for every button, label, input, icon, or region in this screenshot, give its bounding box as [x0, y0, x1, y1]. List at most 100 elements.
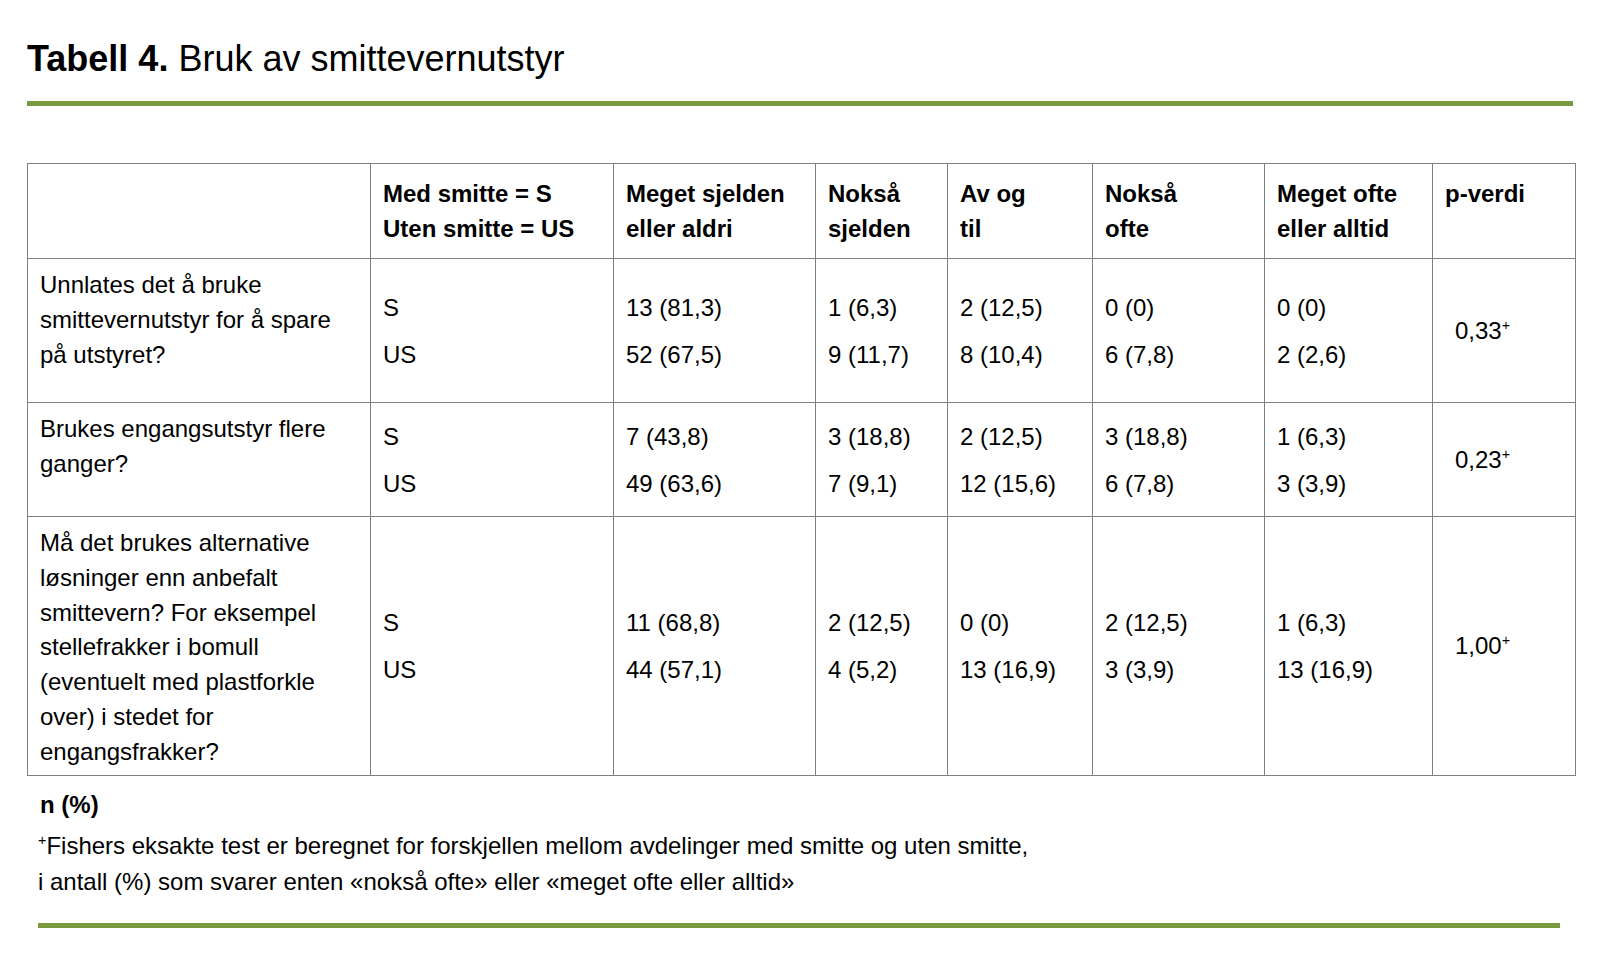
table-row: Må det brukes alternative løsninger enn … — [28, 517, 1576, 776]
header-line: Med smitte = S — [383, 180, 552, 207]
p-value: 0,33 — [1455, 317, 1502, 344]
document-page: Tabell 4. Bruk av smittevernutstyr Med s… — [0, 0, 1600, 970]
header-line: Meget ofte — [1277, 180, 1397, 207]
header-line: eller aldri — [626, 215, 733, 242]
footnote-text-2: i antall (%) som svarer enten «nokså oft… — [38, 868, 794, 895]
header-line: Meget sjelden — [626, 180, 785, 207]
value-s: 11 (68,8) — [626, 608, 803, 637]
value-cell: 7 (43,8) 49 (63,6) — [614, 403, 816, 517]
value-s: 2 (12,5) — [960, 293, 1080, 322]
value-us: 8 (10,4) — [960, 340, 1080, 369]
column-header-meget-ofte: Meget ofteeller alltid — [1265, 164, 1433, 259]
header-line: p-verdi — [1445, 180, 1525, 207]
value-cell: 2 (12,5) 8 (10,4) — [948, 259, 1093, 403]
group-label-cell: S US — [371, 403, 614, 517]
header-line: Av og — [960, 180, 1026, 207]
p-value: 1,00 — [1455, 632, 1502, 659]
value-cell: 3 (18,8) 6 (7,8) — [1093, 403, 1265, 517]
table-title: Tabell 4. Bruk av smittevernutstyr — [27, 38, 565, 80]
value-us: 52 (67,5) — [626, 340, 803, 369]
group-label-cell: S US — [371, 517, 614, 776]
column-header-p-verdi: p-verdi — [1433, 164, 1576, 259]
value-cell: 2 (12,5) 3 (3,9) — [1093, 517, 1265, 776]
value-us: 6 (7,8) — [1105, 340, 1252, 369]
value-cell: 2 (12,5) 12 (15,6) — [948, 403, 1093, 517]
p-value-superscript: + — [1502, 446, 1510, 462]
header-line: ofte — [1105, 215, 1149, 242]
value-us: 13 (16,9) — [1277, 655, 1420, 684]
value-s: 2 (12,5) — [828, 608, 935, 637]
footnote-line-2: i antall (%) som svarer enten «nokså oft… — [38, 864, 1028, 900]
header-line: til — [960, 215, 981, 242]
value-cell: 3 (18,8) 7 (9,1) — [816, 403, 948, 517]
group-label-cell: S US — [371, 259, 614, 403]
value-s: 13 (81,3) — [626, 293, 803, 322]
value-us: 9 (11,7) — [828, 340, 935, 369]
value-cell: 13 (81,3) 52 (67,5) — [614, 259, 816, 403]
value-us: 3 (3,9) — [1105, 655, 1252, 684]
value-s: 3 (18,8) — [1105, 422, 1252, 451]
question-cell: Må det brukes alternative løsninger enn … — [28, 517, 371, 776]
value-us: 6 (7,8) — [1105, 469, 1252, 498]
value-us: 12 (15,6) — [960, 469, 1080, 498]
table-row: Brukes engangsutstyr flere ganger? S US … — [28, 403, 1576, 517]
footnote: +Fishers eksakte test er beregnet for fo… — [38, 828, 1028, 900]
bottom-divider — [38, 923, 1560, 928]
table-title-label: Tabell 4. — [27, 38, 168, 79]
data-table: Med smitte = S Uten smitte = US Meget sje… — [27, 163, 1576, 776]
p-value-cell: 1,00+ — [1433, 517, 1576, 776]
column-header-question — [28, 164, 371, 259]
column-header-noksa-ofte: Nokså ofte — [1093, 164, 1265, 259]
group-s-label: S — [383, 608, 601, 637]
value-us: 13 (16,9) — [960, 655, 1080, 684]
question-cell: Brukes engangsutstyr flere ganger? — [28, 403, 371, 517]
column-header-av-og-til: Av og til — [948, 164, 1093, 259]
value-s: 1 (6,3) — [828, 293, 935, 322]
n-percent-label: n (%) — [40, 791, 99, 819]
value-s: 1 (6,3) — [1277, 608, 1420, 637]
value-cell: 1 (6,3) 3 (3,9) — [1265, 403, 1433, 517]
value-us: 7 (9,1) — [828, 469, 935, 498]
table-title-text: Bruk av smittevernutstyr — [178, 38, 564, 79]
value-s: 2 (12,5) — [960, 422, 1080, 451]
value-s: 0 (0) — [1105, 293, 1252, 322]
column-header-group-key: Med smitte = S Uten smitte = US — [371, 164, 614, 259]
value-us: 4 (5,2) — [828, 655, 935, 684]
p-value-superscript: + — [1502, 632, 1510, 648]
footnote-text-1: Fishers eksakte test er beregnet for for… — [46, 832, 1028, 859]
value-cell: 0 (0) 13 (16,9) — [948, 517, 1093, 776]
group-s-label: S — [383, 293, 601, 322]
value-cell: 0 (0) 6 (7,8) — [1093, 259, 1265, 403]
header-line: Nokså — [1105, 180, 1177, 207]
value-us: 49 (63,6) — [626, 469, 803, 498]
header-row: Med smitte = S Uten smitte = US Meget sje… — [28, 164, 1576, 259]
value-s: 1 (6,3) — [1277, 422, 1420, 451]
p-value: 0,23 — [1455, 446, 1502, 473]
value-s: 7 (43,8) — [626, 422, 803, 451]
header-line: Uten smitte = US — [383, 215, 574, 242]
group-s-label: S — [383, 422, 601, 451]
value-s: 0 (0) — [1277, 293, 1420, 322]
value-cell: 1 (6,3) 9 (11,7) — [816, 259, 948, 403]
footnote-line-1: +Fishers eksakte test er beregnet for fo… — [38, 828, 1028, 864]
value-us: 3 (3,9) — [1277, 469, 1420, 498]
value-cell: 0 (0) 2 (2,6) — [1265, 259, 1433, 403]
value-us: 2 (2,6) — [1277, 340, 1420, 369]
p-value-superscript: + — [1502, 317, 1510, 333]
p-value-cell: 0,23+ — [1433, 403, 1576, 517]
group-us-label: US — [383, 469, 601, 498]
p-value-cell: 0,33+ — [1433, 259, 1576, 403]
value-cell: 2 (12,5) 4 (5,2) — [816, 517, 948, 776]
value-s: 3 (18,8) — [828, 422, 935, 451]
value-cell: 11 (68,8) 44 (57,1) — [614, 517, 816, 776]
group-us-label: US — [383, 655, 601, 684]
header-line: Nokså — [828, 180, 900, 207]
table-row: Unnlates det å bruke smittevernutstyr fo… — [28, 259, 1576, 403]
column-header-noksa-sjelden: Nokså sjelden — [816, 164, 948, 259]
column-header-meget-sjelden: Meget sjelden eller aldri — [614, 164, 816, 259]
question-cell: Unnlates det å bruke smittevernutstyr fo… — [28, 259, 371, 403]
top-divider — [27, 101, 1573, 106]
value-cell: 1 (6,3) 13 (16,9) — [1265, 517, 1433, 776]
header-line: sjelden — [828, 215, 911, 242]
group-us-label: US — [383, 340, 601, 369]
